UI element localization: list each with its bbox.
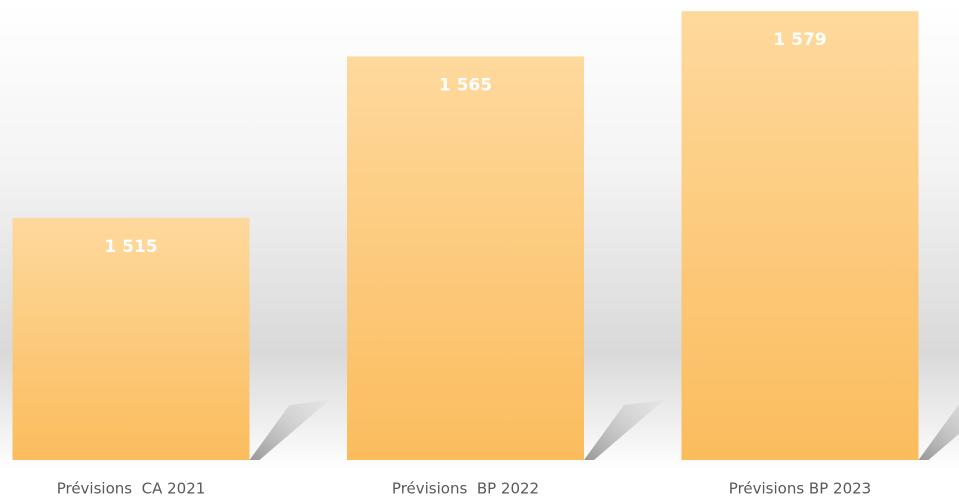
data-label: 1 579 xyxy=(773,30,826,50)
bar xyxy=(12,217,250,460)
bar-shadow xyxy=(584,400,664,460)
data-label: 1 565 xyxy=(439,75,492,95)
x-tick-label: Prévisions BP 2023 xyxy=(729,480,871,498)
bar-shadow xyxy=(249,400,330,460)
bar xyxy=(347,56,584,461)
bar-shadow xyxy=(918,404,959,460)
x-tick-label: Prévisions BP 2022 xyxy=(392,480,539,498)
data-label: 1 515 xyxy=(104,237,157,257)
x-tick-label: Prévisions CA 2021 xyxy=(57,480,206,498)
bar xyxy=(681,11,919,460)
